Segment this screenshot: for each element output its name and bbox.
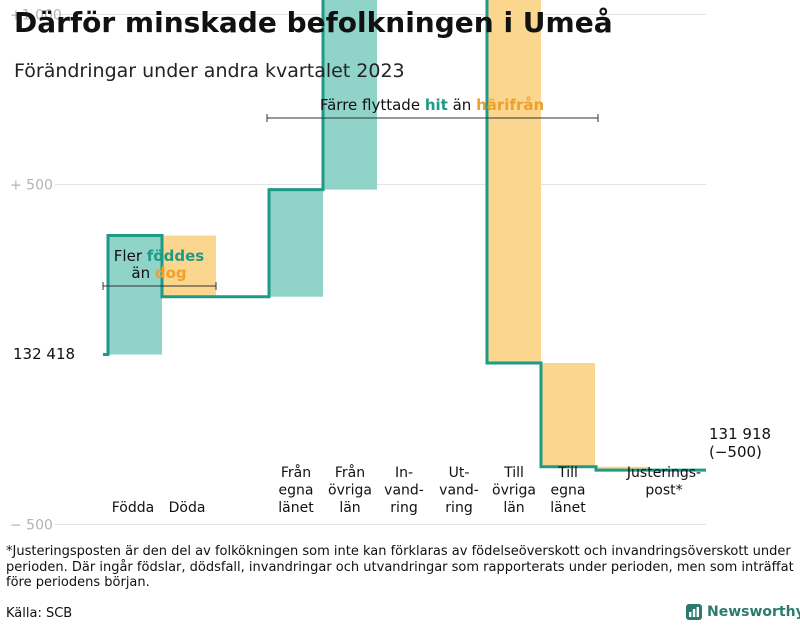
- chart-title: Därför minskade befolkningen i Umeå: [14, 6, 613, 39]
- bar: [108, 235, 162, 355]
- brand-logo: Newsworthy: [686, 604, 800, 620]
- bar: [487, 0, 541, 363]
- footnote: *Justeringsposten är den del av folkökni…: [6, 544, 794, 590]
- brand-name: Newsworthy: [707, 604, 800, 620]
- category-label: Justerings-post*: [626, 465, 701, 499]
- net-change-label: (−500): [709, 443, 762, 461]
- source-label: Källa: SCB: [6, 606, 73, 621]
- category-label: Från övriga län: [328, 464, 372, 516]
- end-value-label: 131 918: [709, 425, 771, 443]
- newsworthy-logo-icon: [686, 604, 702, 620]
- annotation-births-line1: Fler föddes: [114, 247, 204, 265]
- bar: [541, 363, 595, 467]
- y-tick-label: + 500: [10, 178, 53, 194]
- category-label: Döda: [169, 500, 206, 516]
- bar: [323, 0, 377, 190]
- bar: [596, 466, 650, 471]
- category-label: Till egna länet: [550, 465, 586, 516]
- y-tick-label: − 500: [10, 518, 53, 534]
- y-tick-label: +1 000: [10, 8, 62, 24]
- category-label: Födda: [112, 500, 154, 516]
- category-label: Ut-vand-ring: [439, 465, 479, 516]
- category-label: Från egna länet: [278, 464, 314, 516]
- annotation-births-line2: än dog: [131, 264, 186, 282]
- category-label: In-vand-ring: [384, 465, 424, 516]
- start-value-label: 132 418: [13, 345, 75, 363]
- bar: [269, 189, 323, 297]
- chart-subtitle: Förändringar under andra kvartalet 2023: [14, 60, 405, 82]
- category-label: Till övriga län: [492, 465, 536, 516]
- annotation-migration: Färre flyttade hit än härifrån: [320, 96, 544, 114]
